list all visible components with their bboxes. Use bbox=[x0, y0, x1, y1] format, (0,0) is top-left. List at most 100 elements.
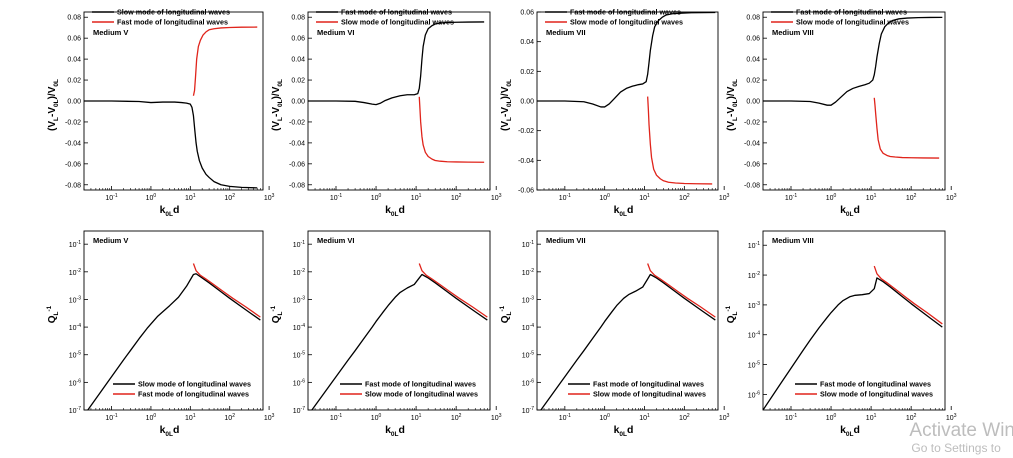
legend-entry: Slow mode of longitudinal waves bbox=[365, 390, 478, 399]
series-line-red bbox=[647, 263, 716, 318]
x-tick-label: 102 bbox=[451, 413, 462, 422]
y-tick-label: 10-6 bbox=[293, 378, 305, 387]
y-tick-label: 10-7 bbox=[293, 406, 305, 415]
y-tick-label: 0.02 bbox=[520, 69, 534, 76]
y-tick-label: 10-3 bbox=[293, 295, 305, 304]
x-tick-label: 101 bbox=[866, 413, 877, 422]
y-tick-label: 0.06 bbox=[67, 36, 81, 43]
series-line-red bbox=[192, 263, 261, 318]
y-axis-label: (VL-V0L)/V0L bbox=[271, 79, 284, 131]
panel-bottom-1: 10-1 100 101 102 103 10-7 10-6 10-5 10-4 10-3 10-2… bbox=[46, 230, 275, 438]
x-tick-label: 100 bbox=[146, 413, 157, 422]
x-tick-label: 100 bbox=[371, 413, 382, 422]
legend-entry: Slow mode of longitudinal waves bbox=[570, 18, 683, 27]
y-tick-label: 0.08 bbox=[291, 15, 305, 22]
legend-entry: Slow mode of longitudinal waves bbox=[117, 8, 230, 17]
y-tick-label: 0.00 bbox=[520, 99, 534, 106]
x-tick-label: 100 bbox=[599, 413, 610, 422]
legend-entry: Fast mode of longitudinal waves bbox=[570, 8, 681, 17]
legend-entry: Fast mode of longitudinal waves bbox=[796, 8, 907, 17]
y-tick-label: 0.02 bbox=[67, 78, 81, 85]
x-tick-label: 101 bbox=[639, 413, 650, 422]
x-tick-label: 100 bbox=[826, 193, 837, 202]
x-tick-label: 103 bbox=[719, 193, 730, 202]
legend-entry: Fast mode of longitudinal waves bbox=[341, 8, 452, 17]
y-tick-label: -0.08 bbox=[744, 182, 760, 189]
y-tick-label: 10-3 bbox=[748, 301, 760, 310]
y-tick-label: 10-2 bbox=[522, 268, 534, 277]
x-tick-label: 100 bbox=[146, 193, 157, 202]
y-tick-label: 0.00 bbox=[746, 99, 760, 106]
legend-entry: Fast mode of longitudinal waves bbox=[820, 380, 931, 389]
y-tick-label: 10-5 bbox=[293, 351, 305, 360]
x-tick-label: 101 bbox=[411, 193, 422, 202]
legend-entry: Slow mode of longitudinal waves bbox=[593, 390, 706, 399]
x-tick-label: 103 bbox=[491, 193, 502, 202]
legend-entry: Fast mode of longitudinal waves bbox=[117, 18, 228, 27]
y-tick-label: 10-4 bbox=[69, 323, 81, 332]
y-axis-label: QL-1 bbox=[270, 305, 284, 323]
plot-frame bbox=[307, 230, 491, 411]
x-tick-label: 103 bbox=[719, 413, 730, 422]
y-tick-label: -0.02 bbox=[518, 128, 534, 135]
medium-label: Medium V bbox=[93, 28, 128, 37]
x-tick-label: 102 bbox=[451, 193, 462, 202]
plot-frame bbox=[83, 230, 264, 411]
y-tick-label: 10-3 bbox=[69, 295, 81, 304]
y-tick-label: 10-4 bbox=[293, 323, 305, 332]
y-tick-label: 0.00 bbox=[67, 99, 81, 106]
y-tick-label: 10-4 bbox=[522, 323, 534, 332]
panel-bottom-2: 10-1 100 101 102 103 10-7 10-6 10-5 10-4 10-3 10-2… bbox=[270, 230, 502, 438]
x-tick-label: 103 bbox=[264, 193, 275, 202]
y-tick-label: 0.04 bbox=[746, 57, 760, 64]
y-axis-label: (VL-V0L)/V0L bbox=[726, 79, 739, 131]
y-tick-label: 10-2 bbox=[293, 268, 305, 277]
y-tick-label: 0.06 bbox=[291, 36, 305, 43]
medium-label: Medium VIII bbox=[772, 236, 814, 245]
y-axis-label: (VL-V0L)/V0L bbox=[500, 79, 513, 131]
y-tick-label: 10-5 bbox=[522, 351, 534, 360]
y-tick-label: 0.04 bbox=[291, 57, 305, 64]
y-tick-label: 10-3 bbox=[522, 295, 534, 304]
medium-label: Medium VI bbox=[317, 28, 355, 37]
panel-top-3: 10-1 100 101 102 103 -0.06 -0.04 -0.02 0.00 0.02 0… bbox=[500, 8, 730, 219]
x-axis-label: k0Ld bbox=[385, 424, 405, 438]
medium-label: Medium VIII bbox=[772, 28, 814, 37]
series-line-black bbox=[763, 16, 943, 106]
y-tick-label: 10-5 bbox=[748, 361, 760, 370]
x-tick-label: 10-1 bbox=[559, 413, 571, 422]
legend-entry: Slow mode of longitudinal waves bbox=[341, 18, 454, 27]
x-tick-label: 100 bbox=[599, 193, 610, 202]
x-tick-label: 10-1 bbox=[330, 193, 342, 202]
y-tick-label: 10-1 bbox=[69, 240, 81, 249]
x-tick-label: 100 bbox=[371, 193, 382, 202]
y-tick-label: -0.08 bbox=[289, 182, 305, 189]
y-tick-label: 0.06 bbox=[746, 36, 760, 43]
legend-entry: Slow mode of longitudinal waves bbox=[796, 18, 909, 27]
medium-label: Medium V bbox=[93, 236, 128, 245]
y-tick-label: -0.04 bbox=[289, 140, 305, 147]
series-line-black bbox=[308, 21, 485, 106]
x-tick-label: 101 bbox=[639, 193, 650, 202]
panel-bottom-3: 10-1 100 101 102 103 10-7 10-6 10-5 10-4 10-3 10-2… bbox=[499, 230, 730, 438]
x-tick-label: 102 bbox=[679, 413, 690, 422]
legend-entry: Fast mode of longitudinal waves bbox=[365, 380, 476, 389]
plot-frame bbox=[536, 230, 719, 411]
y-tick-label: 10-2 bbox=[69, 268, 81, 277]
y-tick-label: 0.02 bbox=[746, 78, 760, 85]
series-line-red bbox=[873, 265, 943, 325]
y-tick-label: -0.02 bbox=[65, 119, 81, 126]
y-tick-label: -0.02 bbox=[289, 119, 305, 126]
x-tick-label: 101 bbox=[185, 193, 196, 202]
x-axis-label: k0Ld bbox=[840, 424, 860, 438]
y-axis-label: QL-1 bbox=[46, 305, 60, 323]
y-tick-label: 10-1 bbox=[293, 240, 305, 249]
x-tick-label: 101 bbox=[411, 413, 422, 422]
x-tick-label: 103 bbox=[946, 193, 957, 202]
y-tick-label: 0.02 bbox=[291, 78, 305, 85]
y-tick-label: 0.04 bbox=[520, 39, 534, 46]
legend-entry: Slow mode of longitudinal waves bbox=[138, 380, 251, 389]
y-tick-label: -0.04 bbox=[744, 140, 760, 147]
series-line-red bbox=[192, 26, 258, 96]
